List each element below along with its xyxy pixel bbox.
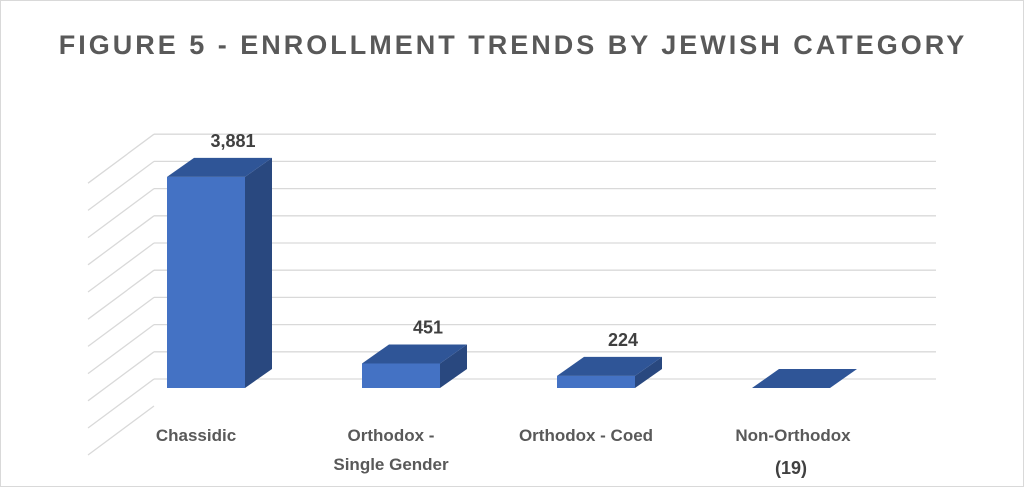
floor-line <box>87 405 155 456</box>
bar-front <box>167 176 245 388</box>
side-gridline <box>87 269 155 320</box>
bar-front <box>557 375 635 388</box>
side-gridline <box>87 133 155 184</box>
data-label: 224 <box>608 330 638 350</box>
side-gridline <box>87 242 155 293</box>
category-label: Orthodox - <box>348 426 435 445</box>
category-label: Single Gender <box>333 455 449 474</box>
side-gridline <box>87 378 155 429</box>
bar-front <box>362 363 440 388</box>
bar-top <box>167 157 272 177</box>
data-label: (19) <box>775 458 807 478</box>
category-label: Chassidic <box>156 426 236 445</box>
bar-top <box>362 344 467 364</box>
bar-side <box>440 344 467 388</box>
side-gridline <box>87 160 155 211</box>
side-gridline <box>87 351 155 402</box>
category-label: Non-Orthodox <box>735 426 851 445</box>
side-gridline <box>87 188 155 239</box>
side-gridline <box>87 215 155 266</box>
bar-top <box>752 369 857 388</box>
side-gridline <box>87 324 155 375</box>
data-label: 3,881 <box>210 131 255 151</box>
chart-title: FIGURE 5 - ENROLLMENT TRENDS BY JEWISH C… <box>58 30 968 60</box>
data-label: 451 <box>413 317 443 337</box>
side-gridline <box>87 296 155 347</box>
category-label: Orthodox - Coed <box>519 426 653 445</box>
bar-top <box>557 356 662 376</box>
bar-side <box>635 356 662 388</box>
bar-side <box>245 157 272 388</box>
